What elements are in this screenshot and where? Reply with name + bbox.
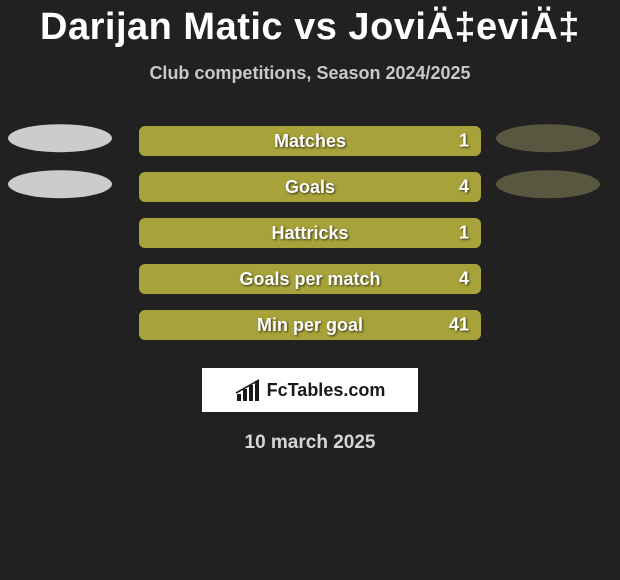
stat-pill: Matches 1 [139, 126, 481, 156]
stat-row: Hattricks 1 [0, 210, 620, 256]
stat-value: 1 [459, 131, 469, 152]
stat-value: 41 [449, 315, 469, 336]
season-subtitle: Club competitions, Season 2024/2025 [0, 63, 620, 84]
stats-container: Matches 1 Goals 4 Hattricks 1 Goals per match 4… [0, 118, 620, 348]
stat-label: Goals [285, 177, 335, 198]
stat-label: Min per goal [257, 315, 363, 336]
stat-value: 4 [459, 269, 469, 290]
stat-pill: Goals 4 [139, 172, 481, 202]
stat-value: 4 [459, 177, 469, 198]
stat-label: Goals per match [239, 269, 380, 290]
attribution-logo: FcTables.com [202, 368, 418, 412]
stat-pill: Hattricks 1 [139, 218, 481, 248]
stat-row: Goals per match 4 [0, 256, 620, 302]
player1-marker [8, 170, 112, 198]
stat-pill: Goals per match 4 [139, 264, 481, 294]
snapshot-date: 10 march 2025 [0, 432, 620, 454]
stat-label: Matches [274, 131, 346, 152]
stat-label: Hattricks [271, 223, 348, 244]
player1-marker [8, 124, 112, 152]
stat-row: Min per goal 41 [0, 302, 620, 348]
stat-row: Goals 4 [0, 164, 620, 210]
bar-chart-icon [235, 379, 261, 401]
stat-pill: Min per goal 41 [139, 310, 481, 340]
stat-row: Matches 1 [0, 118, 620, 164]
attribution-text: FcTables.com [267, 380, 386, 401]
player2-marker [496, 124, 600, 152]
stat-value: 1 [459, 223, 469, 244]
comparison-title: Darijan Matic vs JoviÄ‡eviÄ‡ [0, 6, 620, 49]
player2-marker [496, 170, 600, 198]
